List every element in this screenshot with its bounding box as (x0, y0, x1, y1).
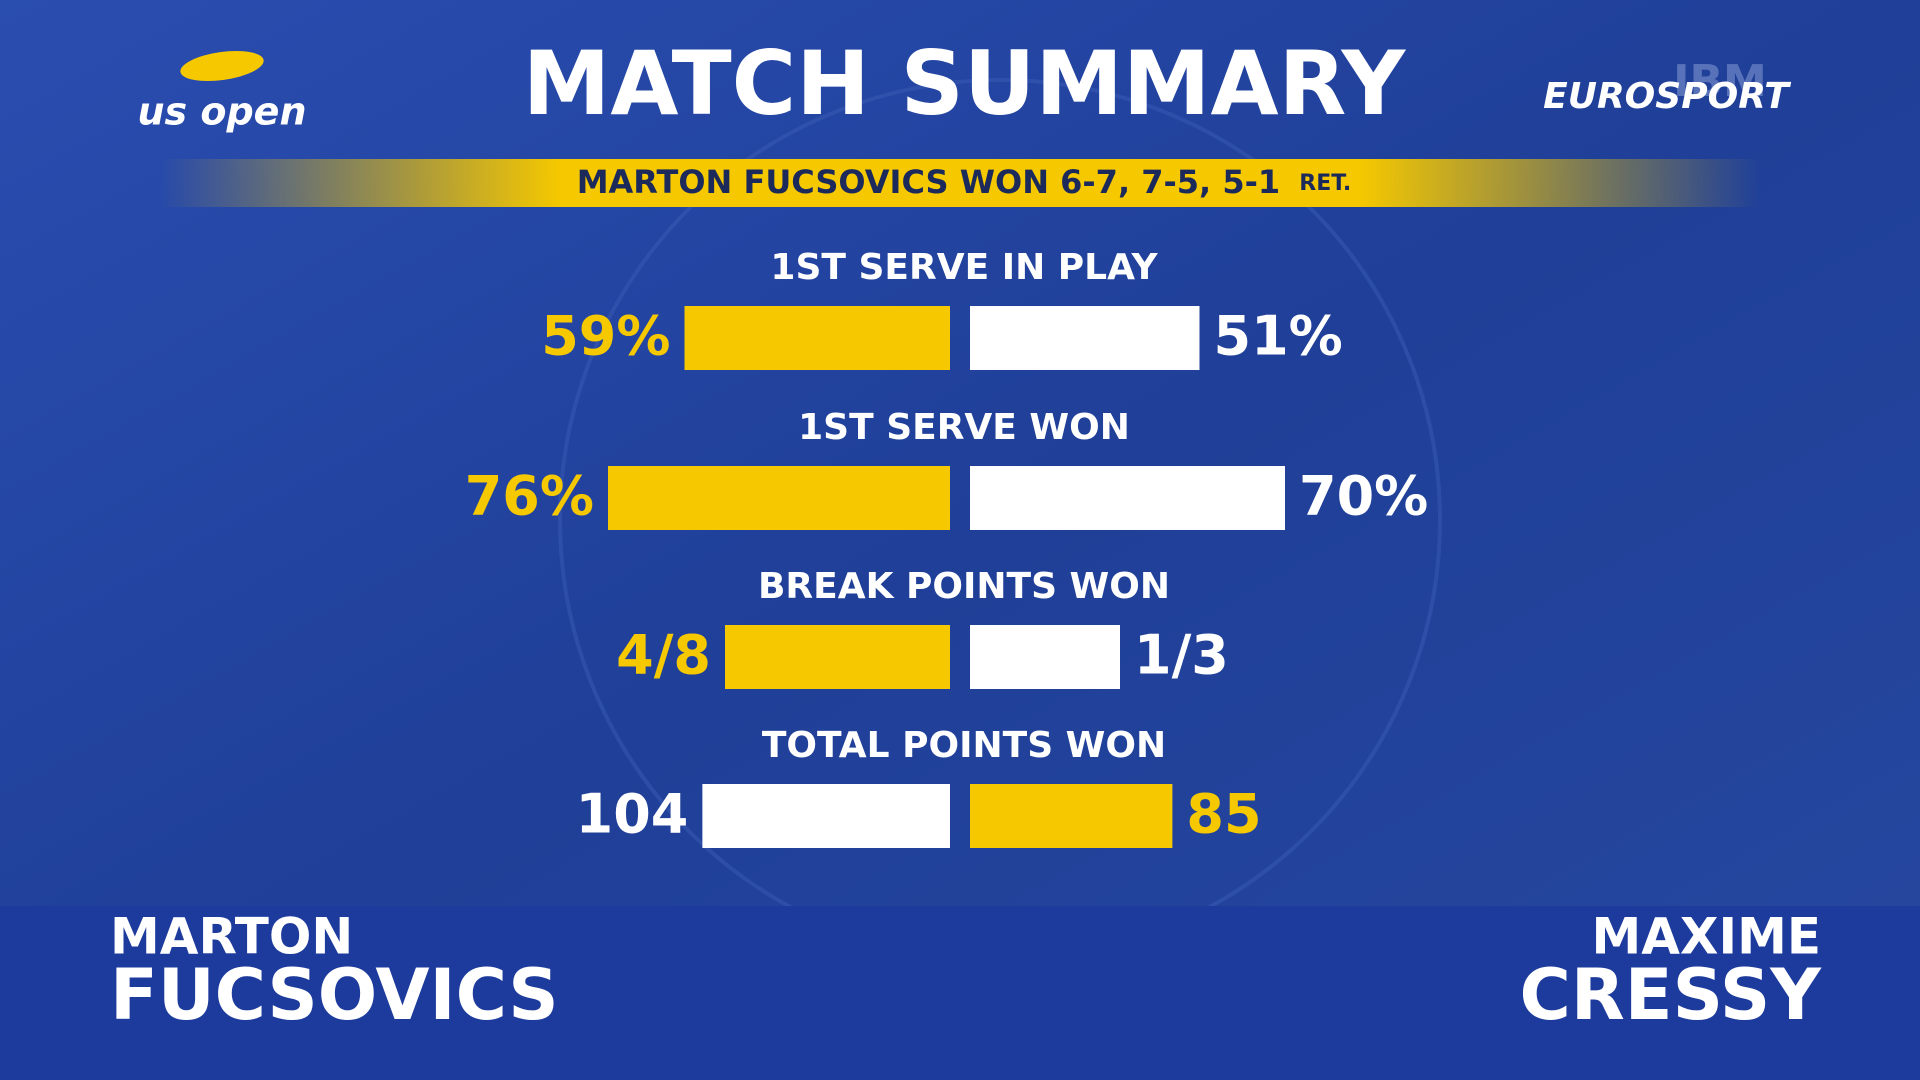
right-bar (970, 466, 1285, 530)
right-last-name: CRESSY (1520, 954, 1823, 1036)
left-bar (702, 784, 950, 848)
bottom-panel (0, 906, 1920, 1080)
right-bar (970, 306, 1200, 370)
result-suffix: RET. (1299, 171, 1351, 196)
right-bar (970, 784, 1173, 848)
left-value: 104 (576, 783, 689, 846)
right-value: 85 (1186, 783, 1261, 846)
stat-label: BREAK POINTS WON (758, 566, 1170, 607)
left-bar (684, 306, 950, 370)
right-value: 51% (1214, 305, 1343, 368)
left-value: 76% (465, 465, 594, 528)
right-first-name: MAXIME (1591, 908, 1821, 966)
result-banner (160, 159, 1760, 207)
stat-label: 1ST SERVE IN PLAY (770, 247, 1158, 288)
stat-label: TOTAL POINTS WON (762, 725, 1166, 766)
title: MATCH SUMMARY (523, 32, 1407, 135)
left-first-name: MARTON (110, 908, 353, 966)
result: MARTON FUCSOVICS WON 6-7, 7-5, 5-1 RET. (577, 163, 1352, 201)
stat-label: 1ST SERVE WON (798, 407, 1130, 448)
right-value: 70% (1299, 465, 1428, 528)
right-bar (970, 625, 1120, 689)
left-bar (725, 625, 950, 689)
left-bar (608, 466, 950, 530)
logo-right: EUROSPORT (1543, 76, 1791, 117)
logo-left: us open (137, 90, 306, 134)
logo-swoosh (180, 50, 264, 82)
right-value: 1/3 (1134, 624, 1229, 687)
left-value: 59% (541, 305, 670, 368)
left-value: 4/8 (616, 624, 711, 687)
sponsor: IBM (1673, 56, 1767, 107)
left-last-name: FUCSOVICS (110, 954, 559, 1036)
result-text: MARTON FUCSOVICS WON 6-7, 7-5, 5-1 (577, 163, 1280, 201)
